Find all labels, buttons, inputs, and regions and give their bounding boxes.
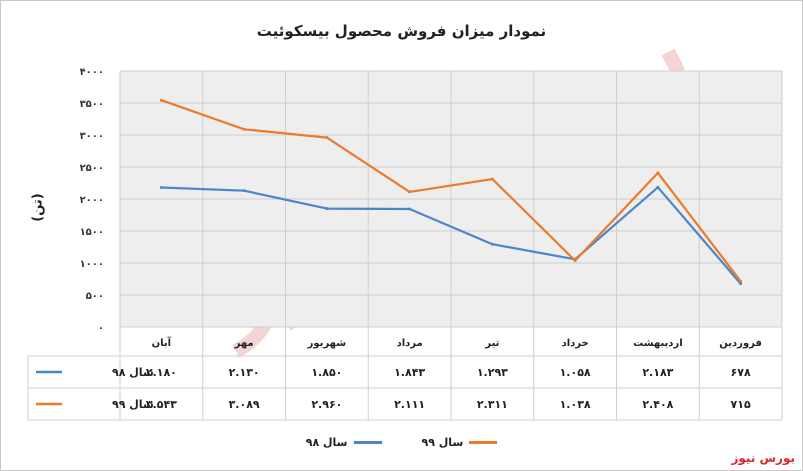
data-point-1-7	[159, 98, 163, 102]
table-cell-0-4: ۱.۸۴۳	[394, 366, 425, 379]
data-point-1-1	[656, 171, 660, 175]
series-layer	[159, 98, 743, 286]
category-label-4: مرداد	[397, 338, 423, 349]
series-line-0	[161, 186, 742, 285]
table-series-name-0: سال ۹۸	[112, 366, 154, 379]
data-point-1-6	[242, 127, 246, 131]
table-cell-0-1: ۲.۱۸۳	[642, 366, 673, 379]
data-point-0-7	[159, 185, 163, 189]
data-point-1-5	[325, 136, 329, 140]
legend-swatch-series-1	[353, 440, 382, 444]
table-cell-1-3: ۲.۳۱۱	[477, 398, 508, 411]
series-line-1	[161, 99, 742, 282]
table-cell-0-3: ۱.۲۹۳	[477, 366, 508, 379]
data-table: فروردین اردیبهشت خرداد تیر مرداد شهریور مهر آبا…	[27, 326, 782, 421]
table-cell-1-4: ۲.۱۱۱	[394, 398, 425, 411]
category-label-6: مهر	[234, 338, 254, 349]
data-point-0-0	[739, 282, 743, 286]
y-tick-label-3: ۱۵۰۰	[80, 227, 104, 238]
y-tick-label-2: ۱۰۰۰	[80, 259, 104, 270]
y-tick-label-1: ۵۰۰	[86, 291, 104, 302]
table-cell-0-6: ۲.۱۳۰	[229, 366, 260, 379]
chart-title: نمودار میزان فروش محصول بیسکوئیت	[256, 22, 547, 40]
legend-item-series-1: سال ۹۸	[306, 432, 382, 452]
data-point-1-0	[739, 279, 743, 283]
source-label: بورس نیوز	[731, 451, 795, 465]
category-label-7: آبان	[152, 336, 172, 349]
table-cell-0-5: ۱.۸۵۰	[311, 366, 342, 379]
table-cell-1-5: ۲.۹۶۰	[311, 398, 342, 411]
legend-item-series-2: سال ۹۹	[422, 432, 498, 452]
legend-label-series-2: سال ۹۹	[421, 435, 464, 449]
data-point-0-1	[656, 185, 660, 189]
table-cell-1-7: ۳.۵۴۳	[146, 398, 177, 411]
table-cell-1-2: ۱.۰۳۸	[560, 398, 591, 411]
y-tick-label-5: ۲۵۰۰	[80, 163, 104, 174]
y-tick-label-7: ۳۵۰۰	[80, 99, 104, 110]
legend-label-series-1: سال ۹۸	[305, 435, 348, 449]
legend-swatch-series-2	[469, 440, 498, 444]
table-cell-0-2: ۱.۰۵۸	[560, 366, 591, 379]
table-cell-1-1: ۲.۴۰۸	[642, 398, 673, 411]
table-cell-1-0: ۷۱۵	[731, 398, 751, 411]
data-point-1-4	[408, 190, 412, 194]
table-cell-0-0: ۶۷۸	[731, 366, 751, 379]
y-tick-label-4: ۲۰۰۰	[80, 195, 104, 206]
table-cell-0-7: ۲.۱۸۰	[146, 366, 177, 379]
data-point-1-2	[573, 259, 577, 263]
category-label-0: فروردین	[719, 338, 762, 349]
category-label-5: شهریور	[307, 338, 347, 349]
y-tick-label-6: ۳۰۰۰	[80, 131, 104, 142]
category-label-2: خرداد	[562, 338, 589, 349]
grid-layer: ۰ ۵۰۰ ۱۰۰۰ ۱۵۰۰ ۲۰۰۰ ۲۵۰۰ ۳۰۰۰ ۳۵۰۰ ۴۰۰۰	[80, 67, 783, 420]
data-point-0-5	[325, 207, 329, 211]
data-point-0-3	[490, 242, 494, 246]
data-point-0-4	[408, 207, 412, 211]
y-tick-label-0: ۰	[98, 323, 104, 334]
category-label-3: تیر	[484, 338, 499, 349]
data-point-0-6	[242, 189, 246, 193]
table-cell-1-6: ۳.۰۸۹	[229, 398, 260, 411]
data-point-1-3	[490, 177, 494, 181]
table-series-name-1: سال ۹۹	[112, 398, 154, 411]
category-label-1: اردیبهشت	[633, 338, 683, 349]
legend: سال ۹۹ سال ۹۸	[0, 432, 803, 452]
y-tick-label-8: ۴۰۰۰	[80, 67, 104, 78]
